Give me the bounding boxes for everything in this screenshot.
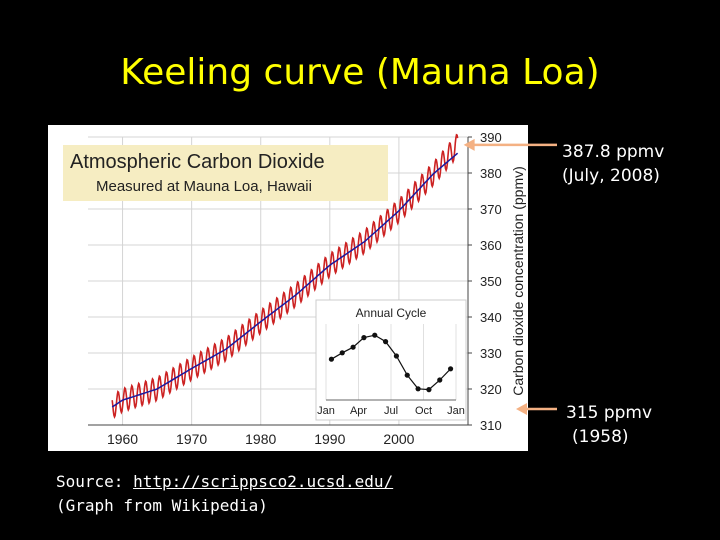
inset-point-mar bbox=[350, 344, 356, 350]
y-tick-label: 380 bbox=[480, 166, 502, 181]
y-tick-label: 310 bbox=[480, 418, 502, 433]
x-tick-label: 1970 bbox=[176, 431, 207, 447]
y-tick-label: 390 bbox=[480, 130, 502, 145]
arrow-bottom-head bbox=[516, 403, 527, 415]
inset-x-tick-label: Apr bbox=[350, 405, 367, 417]
inset-x-tick-label: Jul bbox=[384, 405, 398, 417]
inset-point-aug bbox=[404, 372, 410, 378]
x-tick-label: 1960 bbox=[107, 431, 138, 447]
annotation-bottom: 315 ppmv (1958) bbox=[562, 401, 652, 449]
inset-title: Annual Cycle bbox=[356, 306, 427, 320]
keeling-chart-svg: Atmospheric Carbon Dioxide Measured at M… bbox=[63, 130, 526, 447]
series-trend-line bbox=[111, 152, 459, 408]
y-tick-label: 320 bbox=[480, 382, 502, 397]
inset-point-may bbox=[372, 332, 378, 338]
inset-point-jun bbox=[382, 339, 389, 345]
series-raw-line bbox=[111, 133, 459, 420]
x-tick-label: 2000 bbox=[383, 431, 414, 447]
annotation-top: 387.8 ppmv (July, 2008) bbox=[562, 140, 664, 188]
inset-point-jul bbox=[393, 353, 400, 359]
y-tick-label: 350 bbox=[480, 274, 502, 289]
annotation-bottom-value: 315 ppmv bbox=[566, 403, 653, 423]
annual-cycle-inset: Annual Cycle Jan Apr Jul Oct Jan bbox=[315, 299, 467, 421]
source-label: Source: bbox=[56, 472, 124, 491]
x-tick-label: 1990 bbox=[314, 431, 345, 447]
arrow-top-head bbox=[463, 138, 475, 151]
source-link[interactable]: http://scrippsco2.ucsd.edu/ bbox=[133, 472, 394, 491]
inset-point-feb bbox=[339, 350, 345, 356]
y-tick-label: 360 bbox=[480, 238, 502, 253]
inset-point-nov bbox=[437, 377, 443, 383]
inset-point-dec bbox=[447, 366, 454, 372]
inset-point-apr bbox=[361, 335, 367, 341]
y-tick-label: 330 bbox=[480, 346, 502, 361]
y-tick-label: 340 bbox=[480, 310, 502, 325]
inset-point-jan bbox=[328, 356, 335, 362]
inset-x-tick-label: Jan bbox=[317, 405, 335, 417]
annotation-top-value: 387.8 ppmv bbox=[562, 142, 665, 162]
chart-title-box bbox=[63, 145, 388, 201]
x-tick-label: 1980 bbox=[245, 431, 276, 447]
annotation-bottom-detail: (1958) bbox=[572, 427, 629, 447]
y-tick-label: 370 bbox=[480, 202, 502, 217]
inset-point-oct bbox=[426, 387, 432, 393]
chart-title: Atmospheric Carbon Dioxide bbox=[70, 151, 325, 173]
annotation-top-detail: (July, 2008) bbox=[562, 166, 660, 186]
slide-title: Keeling curve (Mauna Loa) bbox=[120, 52, 600, 93]
keeling-chart: Atmospheric Carbon Dioxide Measured at M… bbox=[48, 125, 528, 451]
y-axis-label: Carbon dioxide concentration (ppmv) bbox=[510, 166, 526, 396]
source-block: Source: http://scrippsco2.ucsd.edu/ (Gra… bbox=[56, 470, 393, 518]
inset-point-sep bbox=[415, 386, 421, 392]
inset-x-tick-label: Jan bbox=[447, 405, 465, 417]
source-note: (Graph from Wikipedia) bbox=[56, 496, 268, 515]
chart-subtitle: Measured at Mauna Loa, Hawaii bbox=[96, 178, 312, 195]
chart-axes: 1960 1970 1980 1990 2000 310 320 330 340 350 360 37… bbox=[88, 130, 502, 447]
inset-x-tick-label: Oct bbox=[415, 405, 432, 417]
